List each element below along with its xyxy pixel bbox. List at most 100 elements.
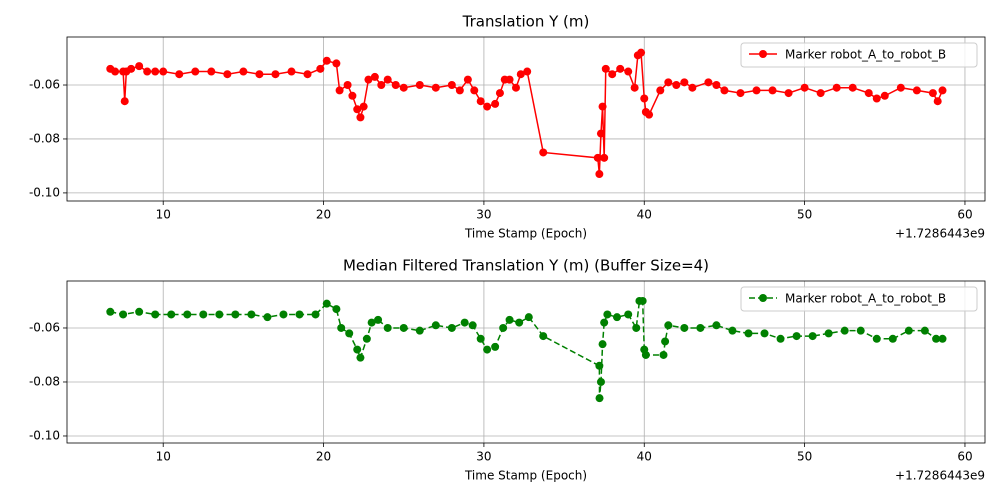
data-point: [638, 296, 647, 305]
data-point: [362, 334, 371, 343]
data-point: [511, 83, 520, 92]
data-point: [322, 299, 331, 308]
data-point: [295, 310, 304, 319]
data-point: [680, 78, 689, 87]
legend-marker: [759, 294, 767, 302]
data-point: [603, 310, 612, 319]
data-point: [431, 321, 440, 330]
data-point: [595, 394, 604, 403]
data-point: [383, 75, 392, 84]
data-point: [872, 334, 881, 343]
data-point: [353, 345, 362, 354]
data-point: [744, 329, 753, 338]
data-point: [539, 148, 548, 157]
data-point: [632, 323, 641, 332]
x-tick-label: 60: [957, 208, 972, 222]
x-tick-label: 10: [156, 208, 171, 222]
data-point: [864, 89, 873, 98]
data-point: [345, 329, 354, 338]
data-point: [263, 313, 272, 322]
data-point: [311, 310, 320, 319]
chart-title: Median Filtered Translation Y (m) (Buffe…: [343, 257, 709, 275]
data-point: [183, 310, 192, 319]
data-point: [664, 321, 673, 330]
data-point: [896, 83, 905, 92]
data-point: [167, 310, 176, 319]
data-point: [343, 81, 352, 90]
data-point: [367, 318, 376, 327]
data-point: [483, 102, 492, 111]
data-point: [239, 67, 248, 76]
data-point: [491, 99, 500, 108]
data-point: [904, 326, 913, 335]
data-point: [505, 315, 514, 324]
data-point: [720, 86, 729, 95]
data-point: [612, 313, 621, 322]
data-point: [468, 321, 477, 330]
data-point: [856, 326, 865, 335]
data-point: [624, 310, 633, 319]
data-point: [920, 326, 929, 335]
y-tick-label: -0.10: [29, 185, 60, 199]
data-point: [596, 377, 605, 386]
data-point: [316, 64, 325, 73]
plot-frame: [66, 36, 986, 202]
legend-label: Marker robot_A_to_robot_B: [785, 292, 946, 306]
data-point: [840, 326, 849, 335]
data-point: [624, 67, 633, 76]
data-point: [303, 70, 312, 79]
data-point: [111, 67, 120, 76]
data-point: [704, 78, 713, 87]
data-point: [824, 329, 833, 338]
data-point: [463, 75, 472, 84]
data-point: [784, 89, 793, 98]
data-point: [391, 81, 400, 90]
data-point: [688, 83, 697, 92]
x-axis-label: Time Stamp (Epoch): [464, 227, 587, 241]
data-point: [476, 334, 485, 343]
data-point: [505, 75, 514, 84]
x-tick-label: 40: [637, 450, 652, 464]
data-point: [598, 102, 607, 111]
data-point: [348, 91, 357, 100]
x-offset-label: +1.7286443e9: [895, 227, 985, 241]
data-point: [630, 83, 639, 92]
data-point: [191, 67, 200, 76]
x-axis-label: Time Stamp (Epoch): [464, 469, 587, 483]
data-point: [377, 81, 386, 90]
data-point: [595, 170, 604, 179]
data-point: [460, 318, 469, 327]
data-point: [120, 97, 129, 106]
data-point: [516, 70, 525, 79]
legend-label: Marker robot_A_to_robot_B: [785, 48, 946, 62]
x-tick-label: 60: [957, 450, 972, 464]
data-point: [616, 64, 625, 73]
data-point: [332, 59, 341, 68]
data-point: [175, 70, 184, 79]
data-point: [337, 323, 346, 332]
data-point: [524, 313, 533, 322]
data-point: [483, 345, 492, 354]
data-point: [415, 326, 424, 335]
data-point: [447, 323, 456, 332]
data-point: [499, 323, 508, 332]
data-point: [322, 56, 331, 65]
x-tick-label: 20: [316, 450, 331, 464]
data-point: [399, 323, 408, 332]
data-point: [491, 342, 500, 351]
data-point: [279, 310, 288, 319]
data-point: [600, 318, 609, 327]
plot-frame: [66, 280, 986, 444]
data-point: [696, 323, 705, 332]
data-point: [816, 89, 825, 98]
x-tick-label: 40: [637, 208, 652, 222]
chart-title: Translation Y (m): [462, 13, 590, 31]
data-point: [880, 91, 889, 100]
legend-marker: [759, 50, 767, 58]
data-point: [637, 48, 646, 57]
data-point: [661, 337, 670, 346]
data-point: [231, 310, 240, 319]
data-point: [470, 86, 479, 95]
data-point: [476, 97, 485, 106]
data-point: [848, 83, 857, 92]
